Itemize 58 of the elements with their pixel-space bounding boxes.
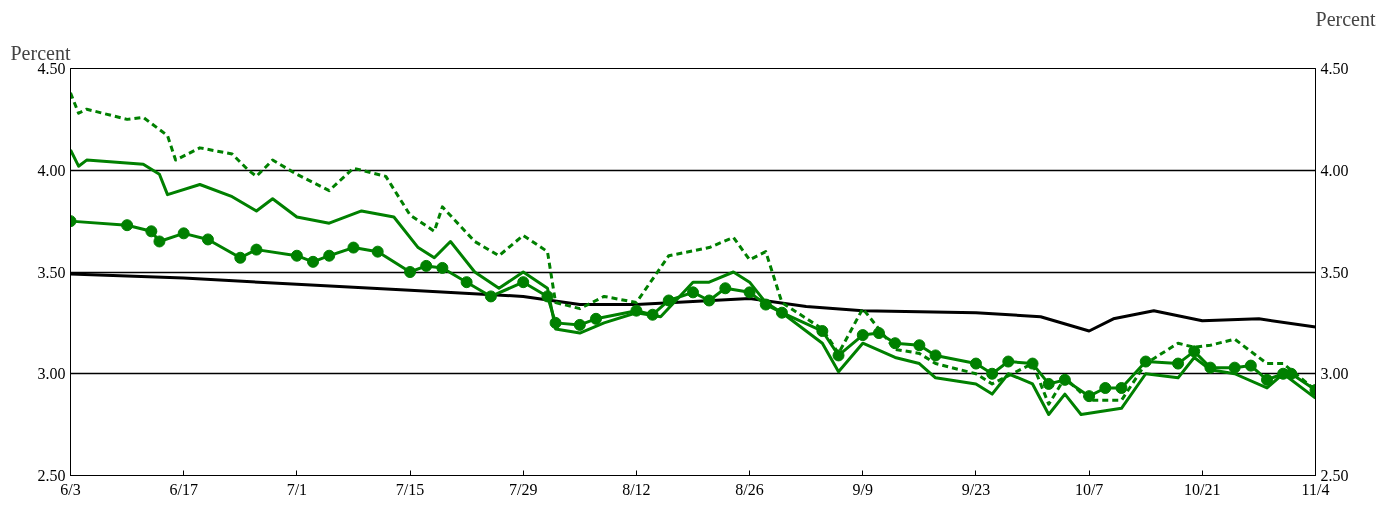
point xyxy=(1228,361,1241,374)
point xyxy=(290,249,303,262)
point xyxy=(1260,373,1273,386)
point xyxy=(1188,345,1201,358)
point xyxy=(323,249,336,262)
point xyxy=(986,367,999,380)
point xyxy=(589,312,602,325)
point xyxy=(371,245,384,258)
point xyxy=(347,241,360,254)
point xyxy=(250,243,263,256)
point xyxy=(856,329,869,342)
point xyxy=(121,219,134,232)
x-tick-label: 7/1 xyxy=(286,480,308,498)
point xyxy=(517,276,530,289)
x-tick-label: 8/12 xyxy=(622,480,651,498)
point xyxy=(573,318,586,331)
point xyxy=(307,255,320,268)
point xyxy=(1172,357,1185,370)
point xyxy=(832,349,845,362)
x-tick-label: 6/17 xyxy=(169,480,198,498)
point xyxy=(1244,359,1257,372)
point xyxy=(719,282,732,295)
y-tick-label: 3.00 xyxy=(37,365,66,383)
point xyxy=(662,294,675,307)
point xyxy=(201,233,214,246)
x-tick-label: 9/23 xyxy=(961,480,991,498)
point xyxy=(743,286,756,299)
point xyxy=(460,276,473,289)
point xyxy=(687,286,699,299)
x-tick-label: 8/26 xyxy=(735,480,764,498)
y-tick-label: 3.50 xyxy=(37,263,66,281)
point xyxy=(703,294,716,307)
point xyxy=(913,339,926,352)
x-tick-label: 10/21 xyxy=(1184,480,1221,498)
y2-tick-label: 4.00 xyxy=(1320,161,1349,179)
y2-axis-title: Percent xyxy=(1315,7,1376,30)
y-tick-label: 4.00 xyxy=(37,161,66,179)
point xyxy=(484,290,497,303)
y2-tick-label: 3.50 xyxy=(1320,263,1349,281)
y2-tick-label: 3.00 xyxy=(1320,365,1349,383)
point xyxy=(969,357,982,370)
point xyxy=(177,227,190,240)
point xyxy=(436,261,449,274)
x-tick-label: 9/9 xyxy=(852,480,873,498)
point xyxy=(145,225,158,238)
point xyxy=(1115,382,1128,394)
x-tick-label: 7/15 xyxy=(395,480,425,498)
point xyxy=(929,349,942,362)
point xyxy=(1002,355,1015,368)
x-tick-label: 7/29 xyxy=(509,480,538,498)
y2-tick-label: 4.50 xyxy=(1320,60,1349,77)
point xyxy=(1099,382,1112,394)
point xyxy=(153,235,166,248)
x-tick-label: 10/7 xyxy=(1074,480,1104,498)
point xyxy=(234,251,247,264)
point xyxy=(420,259,433,272)
point xyxy=(1042,377,1055,390)
point xyxy=(404,266,417,278)
